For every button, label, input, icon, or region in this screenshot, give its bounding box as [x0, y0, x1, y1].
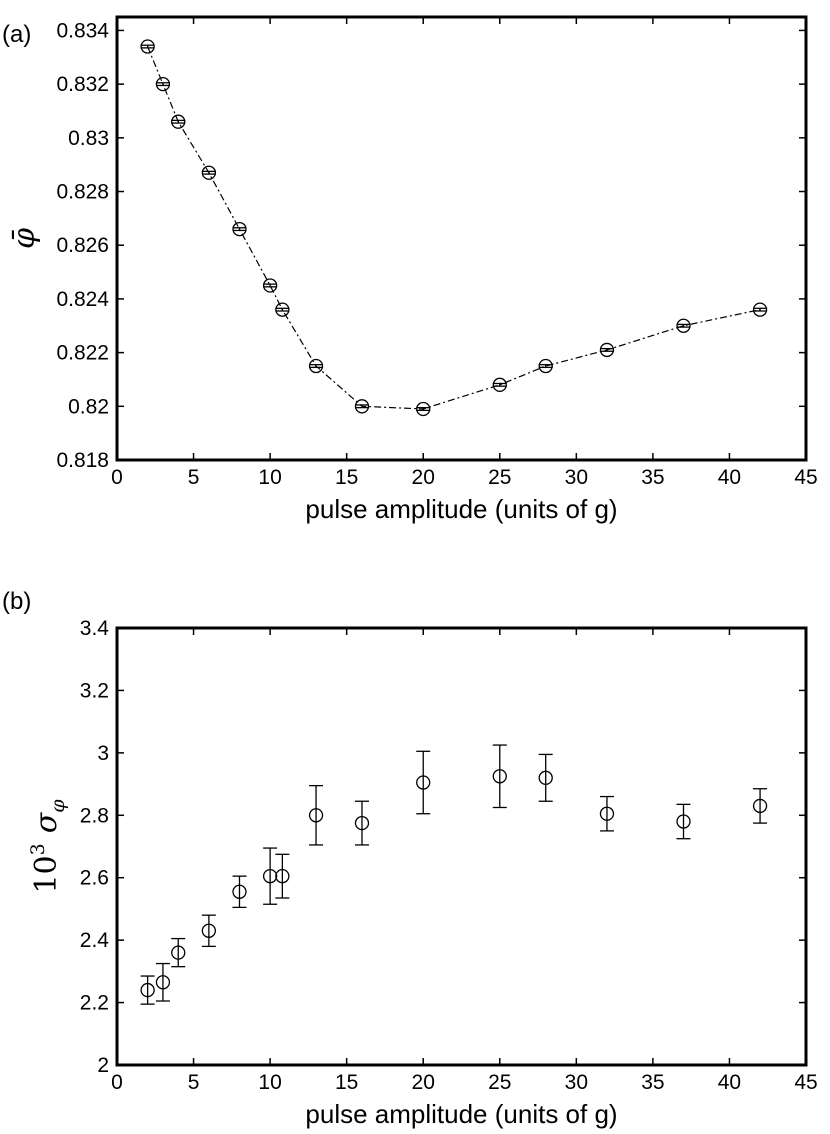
y-tick-label: 2 — [97, 1054, 109, 1077]
y-axis-label-subscript: φ — [47, 799, 69, 813]
axes-frame — [115, 626, 808, 1067]
data-point — [232, 884, 247, 899]
data-point — [599, 342, 615, 358]
data-point — [201, 165, 217, 180]
y-tick-label: 0.824 — [56, 288, 109, 311]
x-tick-label: 40 — [718, 1071, 741, 1094]
x-tick-label: 15 — [335, 466, 358, 489]
y-tick-label: 0.826 — [56, 234, 109, 257]
data-point — [262, 278, 278, 293]
data-point — [275, 302, 290, 317]
x-tick-label: 5 — [188, 1071, 200, 1094]
data-point — [155, 975, 171, 990]
data-point — [354, 399, 370, 414]
data-point — [416, 401, 431, 417]
y-axis-label-base: 10 — [29, 855, 64, 893]
x-tick-label: 45 — [794, 466, 817, 489]
x-tick-label: 20 — [412, 1071, 435, 1094]
data-point — [676, 814, 691, 829]
x-tick-label: 35 — [641, 466, 664, 489]
y-axis-label: φ̄ — [7, 228, 42, 249]
data-point — [752, 798, 768, 814]
panel-b-errorbar-chart: (b) 0 5 10 15 20 25 30 35 40 45 2 2.2 2.4 2.6 2.8 3 3.2 3.… — [2, 588, 818, 1129]
panel-label: (a) — [2, 21, 31, 48]
panel-label: (b) — [2, 588, 31, 615]
data-point — [538, 770, 553, 785]
y-axis-label-symbol: σ — [29, 811, 64, 833]
data-point — [308, 808, 324, 823]
data-point — [171, 114, 186, 129]
x-tick-label: 10 — [258, 1071, 281, 1094]
data-point — [155, 76, 171, 92]
data-point — [599, 806, 615, 821]
x-tick-label: 25 — [488, 466, 511, 489]
data-point — [232, 221, 247, 237]
data-point — [492, 377, 507, 392]
y-tick-label: 0.828 — [56, 181, 109, 204]
x-axis-label: pulse amplitude (units of g) — [305, 1099, 617, 1129]
data-point — [308, 358, 324, 374]
x-tick-label: 40 — [718, 466, 741, 489]
y-tick-label: 0.832 — [56, 73, 109, 96]
y-axis-label-exponent: 3 — [27, 843, 49, 855]
x-tick-label: 5 — [188, 466, 200, 489]
y-tick-label: 3.2 — [80, 679, 109, 702]
data-point — [140, 39, 155, 54]
x-tick-label: 30 — [565, 466, 588, 489]
data-point — [354, 815, 370, 831]
y-tick-label: 3 — [97, 742, 109, 765]
data-point — [262, 869, 278, 884]
y-tick-label: 3.4 — [80, 617, 110, 640]
data-point — [676, 318, 691, 333]
data-point — [140, 982, 155, 998]
x-tick-label: 0 — [111, 1071, 123, 1094]
y-tick-label: 0.818 — [56, 449, 109, 472]
y-tick-label: 0.822 — [56, 342, 109, 365]
y-tick-label: 2.6 — [80, 867, 109, 890]
x-tick-label: 10 — [258, 466, 281, 489]
y-tick-label: 2.4 — [80, 929, 110, 952]
x-tick-label: 0 — [111, 466, 123, 489]
y-tick-label: 2.8 — [80, 804, 109, 827]
y-tick-label: 0.834 — [56, 19, 109, 42]
y-tick-label: 0.82 — [68, 395, 109, 418]
x-tick-label: 20 — [412, 466, 435, 489]
x-axis-label: pulse amplitude (units of g) — [305, 494, 617, 524]
x-tick-label: 35 — [641, 1071, 664, 1094]
data-point — [752, 302, 768, 317]
panel-a-line-chart: (a) 0 5 10 15 20 25 30 35 40 45 0.818 0.82 0.822 0.824… — [2, 15, 818, 524]
data-point — [275, 869, 290, 884]
x-tick-label: 25 — [488, 1071, 511, 1094]
data-point — [538, 358, 553, 374]
data-point — [171, 945, 186, 960]
data-point — [492, 769, 507, 784]
x-tick-label: 15 — [335, 1071, 358, 1094]
y-axis-label: 103 σφ — [27, 799, 69, 894]
data-point — [416, 775, 431, 790]
y-tick-label: 2.2 — [80, 992, 109, 1015]
y-tick-label: 0.83 — [68, 127, 109, 150]
x-tick-label: 45 — [794, 1071, 817, 1094]
x-tick-label: 30 — [565, 1071, 588, 1094]
axes-frame — [115, 15, 808, 462]
data-point — [201, 923, 217, 938]
